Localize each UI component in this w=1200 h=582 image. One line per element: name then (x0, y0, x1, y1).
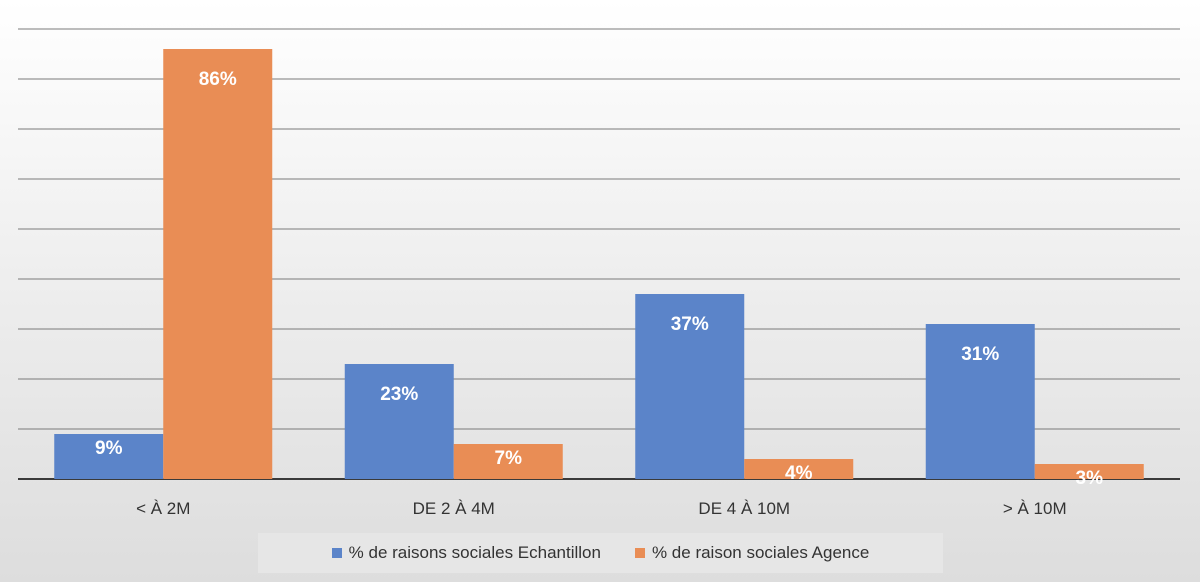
data-labels: 9% 86% 23% 7% 37% 4% 31% 3% (95, 69, 1103, 489)
bar-series-1-cat-1 (54, 434, 164, 479)
legend-label-series-2: % de raison sociales Agence (651, 543, 870, 562)
data-label-series-1-cat-1: 9% (95, 438, 123, 459)
bar-series-1-cat-4 (925, 324, 1035, 479)
bar-series-2-cat-2 (453, 444, 563, 479)
legend: % de raisons sociales Echantillon % de r… (258, 533, 943, 573)
category-label-2: DE 2 À 4M (413, 499, 495, 518)
bar-series-1-cat-2 (344, 364, 454, 479)
legend-swatch-series-2 (634, 548, 645, 558)
category-label-3: DE 4 À 10M (698, 499, 790, 518)
legend-swatch-series-1 (331, 548, 342, 558)
data-label-series-1-cat-3: 37% (671, 314, 709, 335)
legend-label-series-1: % de raisons sociales Echantillon (348, 543, 601, 562)
data-label-series-1-cat-4: 31% (961, 344, 999, 365)
legend-item-series-1: % de raisons sociales Echantillon (331, 543, 601, 563)
bar-series-2-cat-4 (1034, 464, 1144, 479)
bar-series-1-cat-3 (635, 294, 745, 479)
category-labels: < À 2M DE 2 À 4M DE 4 À 10M > À 10M (136, 499, 1067, 518)
category-label-1: < À 2M (136, 499, 190, 518)
data-label-series-2-cat-2: 7% (495, 448, 523, 469)
data-label-series-2-cat-1: 86% (199, 69, 237, 90)
bar-series-2-cat-3 (744, 459, 854, 479)
bars (54, 49, 1144, 479)
data-label-series-2-cat-3: 4% (785, 463, 813, 484)
bar-series-2-cat-1 (163, 49, 273, 479)
data-label-series-1-cat-2: 23% (380, 384, 418, 405)
category-label-4: > À 10M (1003, 499, 1067, 518)
data-label-series-2-cat-4: 3% (1076, 468, 1104, 489)
legend-item-series-2: % de raison sociales Agence (634, 543, 870, 563)
bar-chart: 9% 86% 23% 7% 37% 4% 31% 3% < À 2M DE 2 À 4M DE 4… (18, 28, 1180, 518)
